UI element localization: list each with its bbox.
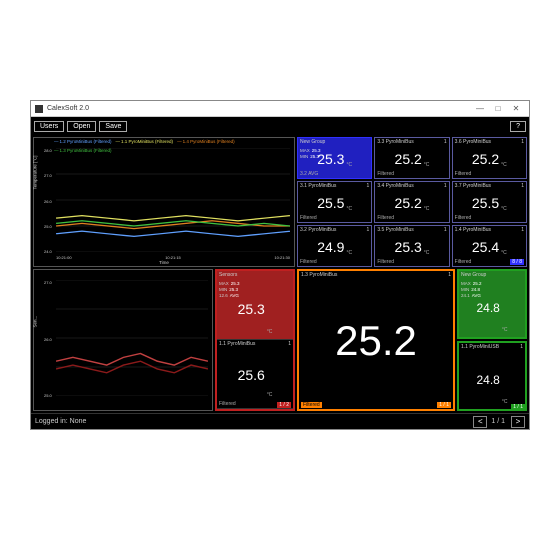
right-column: New Group MAX25.2MIN24.824.1AVG 24.8°C 1… — [457, 269, 527, 411]
sensor-tile[interactable]: 3.1 PyroMiniBus1 25.5°C Filtered — [297, 181, 372, 223]
open-button[interactable]: Open — [67, 121, 96, 132]
counter: 1 / 1 — [437, 402, 451, 408]
statusbar: Logged in: None < 1 / 1 > — [31, 413, 529, 429]
x-ticks: 10:21:0010:21:1510:21:30 — [56, 255, 290, 260]
sensor-tile[interactable]: 3.7 PyroMiniBus1 25.5°C Filtered — [452, 181, 527, 223]
y-label: Sen... — [33, 316, 38, 328]
sensor-tile[interactable]: SensorsMAX25.3MIN25.312.6AVG 25.3°C — [217, 271, 293, 340]
save-button[interactable]: Save — [99, 121, 127, 132]
app-window: CalexSoft 2.0 — □ ✕ Users Open Save ? 1.… — [30, 100, 530, 430]
sensor-tile[interactable]: 3.4 PyroMiniBus1 25.2°C Filtered — [374, 181, 449, 223]
chart-bottom[interactable]: Sen... 27.026.025.0 — [33, 269, 213, 411]
big-tile[interactable]: 1.3 PyroMiniBus1 25.2 Filtered 1 / 1 — [297, 269, 455, 411]
main-area: 1.2 PyroMiniBus (Filtered)1.1 PyroMiniBu… — [31, 135, 529, 413]
plot-area — [56, 280, 208, 396]
filtered-badge: Filtered — [301, 402, 322, 408]
help-button[interactable]: ? — [510, 121, 526, 132]
toolbar: Users Open Save ? — [31, 117, 529, 135]
sensor-tile[interactable]: 1.4 PyroMiniBus1 25.4°C Filtered8 / 8 — [452, 225, 527, 267]
tile-name: 1.3 PyroMiniBus — [301, 272, 337, 278]
sensor-tile[interactable]: 3.2 PyroMiniBus1 24.9°C Filtered — [297, 225, 372, 267]
sensor-tile[interactable]: New Group MAX25.2MIN24.824.1AVG 24.8°C — [457, 269, 527, 339]
big-value: 25.2 — [299, 279, 453, 402]
close-button[interactable]: ✕ — [507, 104, 525, 113]
sensor-tile[interactable]: New Group MAX25.3MIN25.3 25.3°C 3.2 AVG — [297, 137, 372, 179]
sensor-tile[interactable]: 1.1 PyroMiniUSB1 24.8°C — [457, 341, 527, 411]
sensor-tile[interactable]: 3.3 PyroMiniBus1 25.2°C Filtered — [374, 137, 449, 179]
big-view: 1.3 PyroMiniBus1 25.2 Filtered 1 / 1 New… — [297, 269, 527, 411]
sensor-tile[interactable]: 3.6 PyroMiniBus1 25.2°C Filtered — [452, 137, 527, 179]
sensors-panel[interactable]: SensorsMAX25.3MIN25.312.6AVG 25.3°C 1.1 … — [215, 269, 295, 411]
login-status: Logged in: None — [35, 418, 86, 425]
y-ticks: 27.026.025.0 — [44, 280, 54, 398]
prev-page-button[interactable]: < — [473, 416, 487, 428]
y-ticks: 28.027.026.025.024.0 — [44, 148, 54, 254]
next-page-button[interactable]: > — [511, 416, 525, 428]
tile-grid: New Group MAX25.3MIN25.3 25.3°C 3.2 AVG3… — [297, 137, 527, 267]
chart-top[interactable]: 1.2 PyroMiniBus (Filtered)1.1 PyroMiniBu… — [33, 137, 295, 267]
plot-area — [56, 148, 290, 252]
page-indicator: 1 / 1 — [491, 418, 505, 425]
titlebar: CalexSoft 2.0 — □ ✕ — [31, 101, 529, 117]
sensor-tile[interactable]: 1.1 PyroMiniBus1 25.6°C Filtered — [217, 340, 293, 409]
users-button[interactable]: Users — [34, 121, 64, 132]
x-label: Time — [159, 260, 169, 265]
app-icon — [35, 105, 43, 113]
minimize-button[interactable]: — — [471, 104, 489, 113]
y-label: Temperature [°C] — [33, 155, 38, 189]
window-title: CalexSoft 2.0 — [47, 105, 89, 112]
sensor-tile[interactable]: 3.5 PyroMiniBus1 25.3°C Filtered — [374, 225, 449, 267]
maximize-button[interactable]: □ — [489, 104, 507, 113]
